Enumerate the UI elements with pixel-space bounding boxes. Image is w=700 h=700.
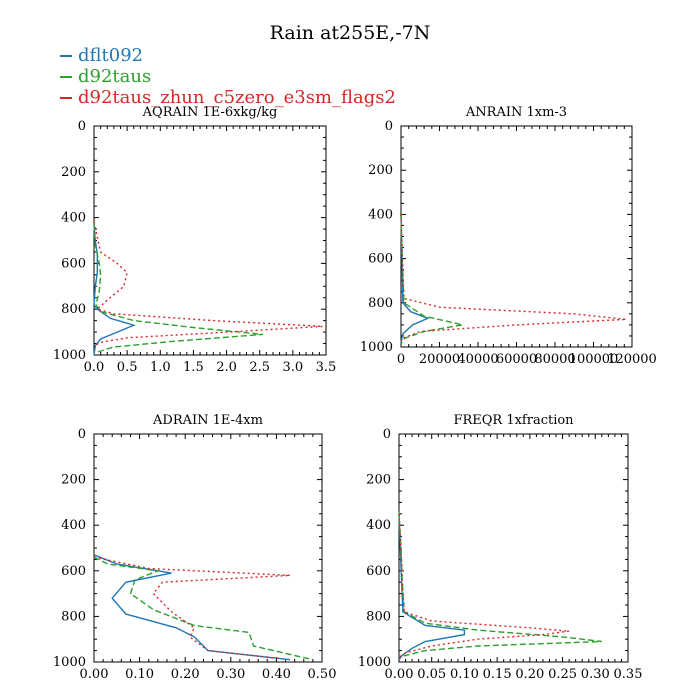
legend-item-dflt092: dflt092 bbox=[60, 45, 396, 66]
y-tick-label: 800 bbox=[61, 609, 86, 624]
plot-frame bbox=[398, 433, 629, 663]
panel-title: AQRAIN 1E-6xkg/kg bbox=[142, 105, 278, 120]
x-tick-label: 80000 bbox=[534, 352, 575, 367]
x-tick-label: 2.0 bbox=[216, 360, 237, 375]
legend-label-d92taus: d92taus bbox=[78, 66, 152, 87]
y-tick-label: 600 bbox=[61, 256, 86, 271]
panel-title: FREQR 1xfraction bbox=[453, 413, 574, 428]
x-tick-label: 0.10 bbox=[450, 667, 479, 682]
x-tick-label: 0.30 bbox=[581, 667, 610, 682]
x-tick-label: 1.0 bbox=[150, 360, 171, 375]
y-tick-label: 200 bbox=[368, 163, 393, 178]
legend-swatch-d92taus-zhun bbox=[60, 96, 72, 99]
x-tick-label: 0.05 bbox=[417, 667, 446, 682]
x-tick-label: 3.0 bbox=[283, 360, 304, 375]
legend: dflt092 d92taus d92taus_zhun_c5zero_e3sm… bbox=[60, 45, 396, 108]
x-tick-label: 0.5 bbox=[117, 360, 138, 375]
x-tick-label: 100000 bbox=[569, 352, 619, 367]
x-tick-label: 20000 bbox=[419, 352, 460, 367]
series-line-dflt092 bbox=[93, 554, 291, 661]
x-tick-label: 0.35 bbox=[614, 667, 643, 682]
x-tick-label: 2.5 bbox=[249, 360, 270, 375]
series-line-d92taus bbox=[93, 224, 264, 354]
x-tick-label: 0.20 bbox=[515, 667, 544, 682]
x-tick-label: 40000 bbox=[457, 352, 498, 367]
x-tick-label: 0 bbox=[397, 352, 405, 367]
series-line-dflt092 bbox=[398, 513, 466, 661]
y-tick-label: 400 bbox=[61, 211, 86, 226]
y-tick-label: 800 bbox=[366, 609, 391, 624]
y-tick-label: 0 bbox=[78, 427, 86, 442]
legend-item-d92taus-zhun: d92taus_zhun_c5zero_e3sm_flags2 bbox=[60, 87, 396, 108]
series-line-d92taus bbox=[400, 214, 463, 345]
panel-3: ADRAIN 1E-4xm 0.00 0.10 0.20 0.30 0.40 0.50 0 20… bbox=[53, 413, 337, 682]
x-tick-label: 0.15 bbox=[483, 667, 512, 682]
x-tick-label: 0.40 bbox=[262, 667, 291, 682]
series-line-d92taus-zhun bbox=[400, 214, 627, 342]
legend-label-dflt092: dflt092 bbox=[78, 45, 144, 66]
legend-item-d92taus: d92taus bbox=[60, 66, 396, 87]
x-tick-label: 0.00 bbox=[385, 667, 414, 682]
y-tick-label: 800 bbox=[368, 296, 393, 311]
x-tick-label: 0.20 bbox=[171, 667, 200, 682]
y-tick-label: 1000 bbox=[360, 340, 393, 355]
y-tick-label: 400 bbox=[368, 207, 393, 222]
y-tick-label: 200 bbox=[61, 165, 86, 180]
x-tick-label: 0.00 bbox=[80, 667, 109, 682]
panel-1: AQRAIN 1E-6xkg/kg 0.0 0.5 1.0 1.5 2.0 2.5 3.0 3.… bbox=[53, 105, 336, 375]
legend-swatch-d92taus bbox=[60, 75, 72, 78]
plot-frame bbox=[400, 125, 633, 348]
x-tick-label: 0.50 bbox=[308, 667, 337, 682]
x-tick-label: 0.0 bbox=[84, 360, 105, 375]
panel-title: ADRAIN 1E-4xm bbox=[152, 413, 263, 428]
series-line-dflt092 bbox=[400, 214, 430, 343]
y-tick-label: 600 bbox=[366, 564, 391, 579]
y-tick-label: 400 bbox=[366, 518, 391, 533]
x-tick-label: 0.30 bbox=[216, 667, 245, 682]
x-tick-label: 1.5 bbox=[183, 360, 204, 375]
y-tick-label: 400 bbox=[61, 518, 86, 533]
figure-title: Rain at255E,-7N bbox=[269, 22, 431, 44]
x-tick-label: 60000 bbox=[496, 352, 537, 367]
x-tick-label: 3.5 bbox=[316, 360, 337, 375]
y-tick-label: 0 bbox=[383, 427, 391, 442]
x-tick-label: 0.10 bbox=[125, 667, 154, 682]
y-tick-label: 600 bbox=[61, 564, 86, 579]
y-tick-label: 1000 bbox=[53, 655, 86, 670]
series-line-d92taus-zhun bbox=[93, 222, 323, 347]
y-tick-label: 200 bbox=[366, 473, 391, 488]
legend-swatch-dflt092 bbox=[60, 54, 72, 57]
series-line-d92taus bbox=[398, 511, 602, 657]
series-line-d92taus-zhun bbox=[93, 556, 291, 660]
series-line-d92taus-zhun bbox=[398, 513, 570, 658]
x-tick-label: 120000 bbox=[607, 352, 657, 367]
x-tick-label: 0.25 bbox=[548, 667, 577, 682]
y-tick-label: 0 bbox=[385, 119, 393, 134]
panel-2: ANRAIN 1xm-30 200004000060000800001000001… bbox=[360, 105, 657, 367]
panel-4: FREQR 1xfraction 0.00 0.05 0.10 0.15 0.20 0.25… bbox=[358, 413, 643, 682]
y-tick-label: 800 bbox=[61, 302, 86, 317]
legend-label-d92taus-zhun: d92taus_zhun_c5zero_e3sm_flags2 bbox=[78, 87, 396, 108]
y-tick-label: 0 bbox=[78, 119, 86, 134]
panel-title: ANRAIN 1xm-3 bbox=[465, 105, 567, 120]
series-line-d92taus bbox=[93, 556, 314, 661]
y-tick-label: 600 bbox=[368, 252, 393, 267]
y-tick-label: 1000 bbox=[358, 655, 391, 670]
y-tick-label: 200 bbox=[61, 473, 86, 488]
y-tick-label: 1000 bbox=[53, 348, 86, 363]
